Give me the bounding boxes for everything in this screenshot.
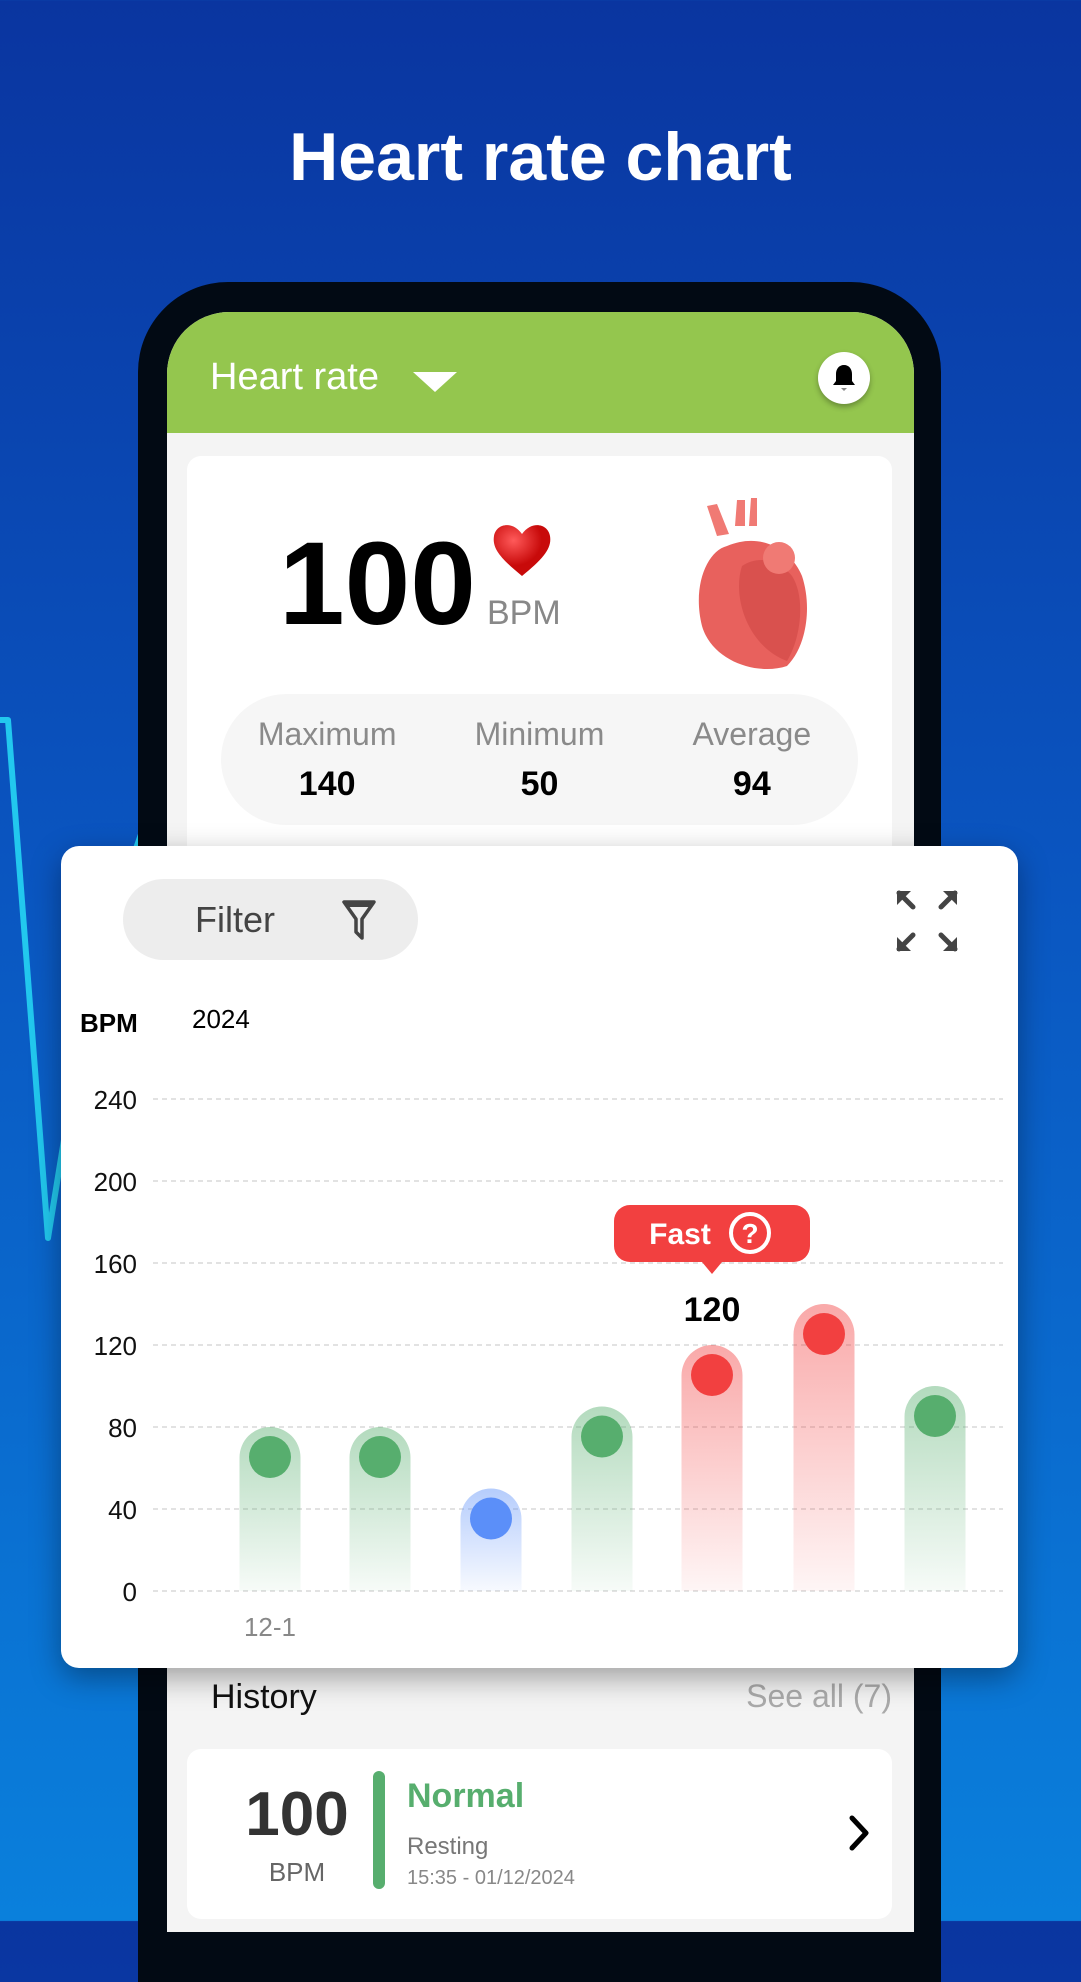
app-header: Heart rate — [167, 312, 914, 433]
bar-dot — [691, 1354, 733, 1396]
see-all-link[interactable]: See all (7) — [746, 1678, 892, 1714]
promo-title: Heart rate chart — [289, 119, 792, 195]
history-timestamp: 15:35 - 01/12/2024 — [407, 1867, 575, 1889]
bpm-unit: BPM — [487, 594, 561, 632]
bell-icon[interactable] — [818, 352, 870, 404]
status-indicator-bar — [373, 1771, 385, 1889]
x-tick-label: 12-1 — [244, 1612, 296, 1642]
bar-dot — [581, 1415, 623, 1458]
help-icon — [729, 1212, 771, 1254]
y-tick-label: 200 — [94, 1167, 137, 1197]
y-tick-label: 80 — [108, 1413, 137, 1443]
expand-icon[interactable] — [895, 889, 959, 953]
y-tick-label: 240 — [94, 1085, 137, 1115]
stat-label: Maximum — [257, 716, 397, 752]
stat-minimum: Minimum 50 — [433, 694, 645, 825]
filter-button[interactable]: Filter — [123, 879, 418, 960]
stat-average: Average 94 — [646, 694, 858, 825]
filter-label: Filter — [195, 898, 275, 940]
bar — [793, 1304, 855, 1591]
bar — [681, 1345, 743, 1591]
anatomical-heart-illustration — [698, 498, 807, 670]
history-bpm-value: 100 — [245, 1780, 349, 1849]
tooltip-bubble — [614, 1205, 810, 1274]
stat-value: 50 — [520, 765, 559, 803]
bar-dot — [803, 1313, 845, 1355]
bar-dot — [359, 1436, 401, 1478]
bar-dot — [470, 1497, 512, 1540]
heart-rate-bar-chart: BPM 2024 0 40 80 120 160 200 240 12-1 120 Fast? — [80, 1004, 1003, 1642]
history-title: History — [211, 1678, 317, 1716]
history-status: Normal — [407, 1777, 525, 1815]
bar-dot — [249, 1436, 291, 1478]
caret-down-icon[interactable] — [413, 372, 457, 392]
help-icon-glyph: ? — [741, 1218, 758, 1249]
bar — [571, 1406, 633, 1591]
heart-rate-chart-card: BPM 2024 0 40 80 120 160 200 240 12-1 120 Fast? Fil… — [61, 846, 1018, 1668]
stat-label: Minimum — [474, 716, 605, 752]
stat-label: Average — [692, 716, 812, 752]
funnel-icon — [342, 900, 376, 940]
stat-value: 140 — [298, 765, 356, 803]
y-tick-label: 160 — [94, 1249, 137, 1279]
period-label: 2024 — [192, 1004, 250, 1034]
history-bpm-unit: BPM — [268, 1857, 326, 1887]
y-tick-label: 40 — [108, 1495, 137, 1525]
history-activity: Resting — [407, 1833, 489, 1860]
tooltip-label: Fast — [649, 1218, 711, 1251]
history-item[interactable]: 100 BPM Normal Resting 15:35 - 01/12/202… — [187, 1749, 892, 1919]
current-bpm-value: 100 — [279, 518, 476, 650]
bar — [904, 1386, 966, 1591]
metric-selector-label[interactable]: Heart rate — [210, 356, 379, 398]
stat-value: 94 — [732, 765, 771, 803]
chevron-right-icon[interactable] — [847, 1813, 871, 1853]
y-tick-label: 120 — [94, 1331, 137, 1361]
heart-icon — [493, 525, 551, 576]
y-axis-label: BPM — [80, 1008, 138, 1038]
data-label: 120 — [684, 1291, 741, 1329]
y-tick-label: 0 — [123, 1577, 137, 1607]
heart-rate-summary-card: 100 BPM Maximum 140 Minimum 50 Average 94 — [187, 456, 892, 876]
stat-maximum: Maximum 140 — [221, 694, 433, 825]
stats-summary: Maximum 140 Minimum 50 Average 94 — [221, 694, 858, 825]
bar-dot — [914, 1395, 956, 1437]
